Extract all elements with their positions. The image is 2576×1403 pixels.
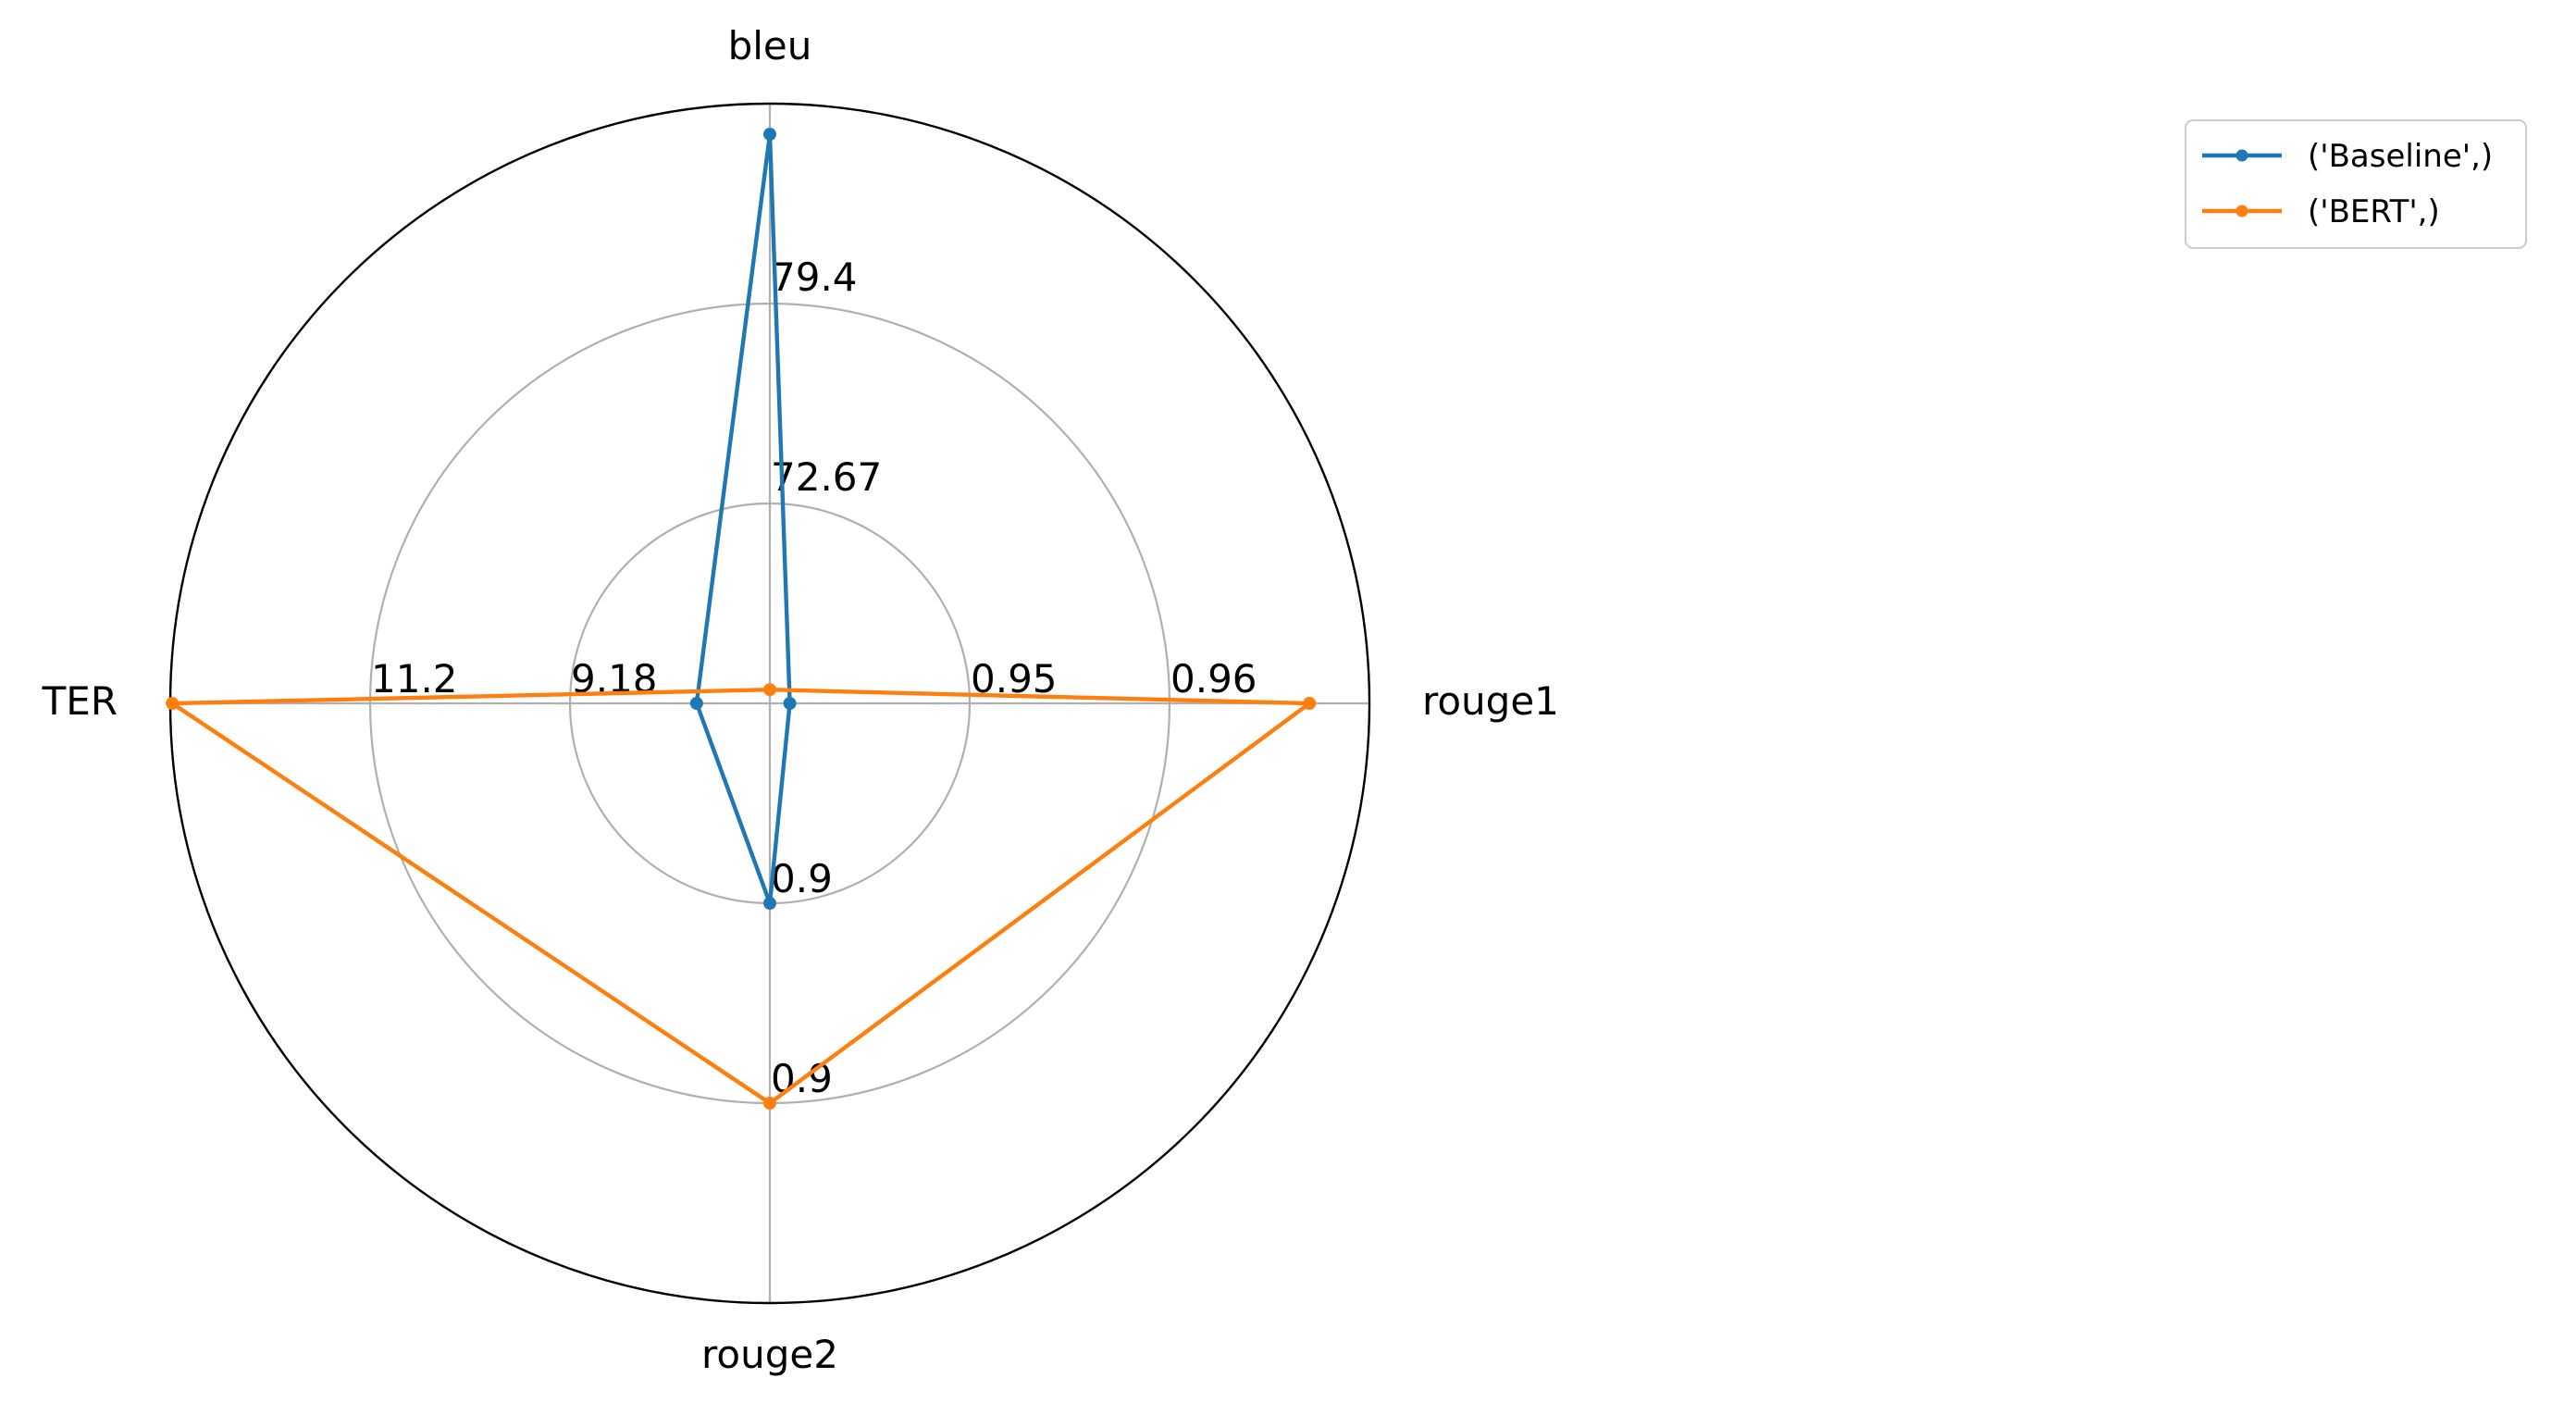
axis-label-rouge2: rouge2	[701, 1332, 838, 1377]
tick-label-rouge2-1: 0.9	[771, 856, 833, 901]
series-line-0	[694, 133, 792, 904]
tick-label-rouge1-2: 0.96	[1170, 656, 1257, 702]
series-1-point-rouge2	[763, 1097, 776, 1110]
series-1-point-TER	[166, 697, 180, 710]
series-0-point-rouge1	[783, 697, 797, 710]
legend-frame	[2185, 119, 2527, 249]
series-0-point-bleu	[763, 128, 776, 142]
series-0-point-rouge2	[763, 897, 776, 910]
legend-marker-bert	[2235, 205, 2248, 217]
series-1-point-rouge1	[1303, 697, 1317, 710]
tick-label-ter-2: 11.2	[371, 656, 458, 702]
legend-marker-baseline	[2235, 149, 2248, 162]
series-1-point-bleu	[763, 683, 776, 697]
tick-label-bleu-1: 72.67	[771, 454, 882, 500]
legend-label-bert: ('BERT',)	[2308, 193, 2440, 230]
legend-label-baseline: ('Baseline',)	[2308, 138, 2493, 175]
series-layer	[166, 128, 1317, 1110]
axis-label-bleu: bleu	[728, 23, 812, 68]
legend: ('Baseline',) ('BERT',)	[2185, 119, 2527, 249]
axis-label-ter: TER	[42, 678, 118, 724]
axis-label-rouge1: rouge1	[1422, 678, 1559, 724]
tick-label-bleu-2: 79.4	[771, 255, 858, 300]
series-0-point-TER	[689, 697, 703, 710]
series-line-1	[166, 688, 1316, 1106]
